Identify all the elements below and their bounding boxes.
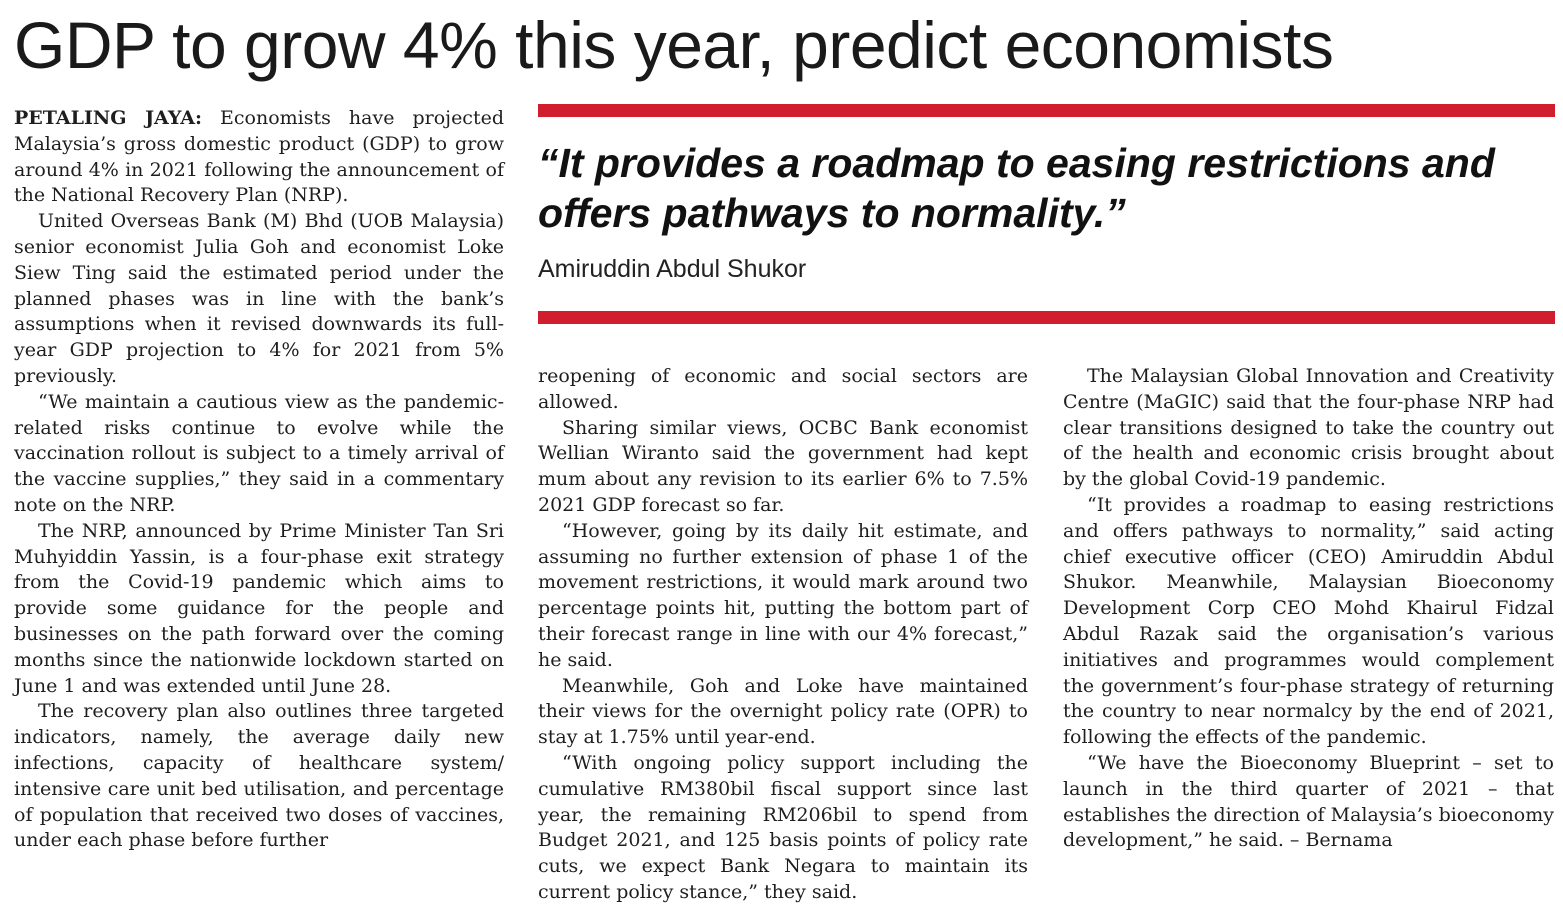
dateline: PETALING JAYA: — [14, 107, 202, 129]
article-paragraph: The recovery plan also outlines three ta… — [14, 700, 504, 852]
article-paragraph: “It provides a roadmap to easing restric… — [1063, 493, 1554, 749]
article-paragraph: “We have the Bioeconomy Blueprint – set … — [1063, 751, 1554, 852]
pull-quote-box: “It provides a roadmap to easing restric… — [538, 104, 1555, 330]
pull-quote-attribution: Amiruddin Abdul Shukor — [538, 255, 807, 283]
headline: GDP to grow 4% this year, predict econom… — [14, 8, 1334, 82]
article-paragraph: “We maintain a cautious view as the pand… — [14, 390, 504, 516]
article-paragraph: Sharing similar views, OCBC Bank economi… — [538, 416, 1028, 516]
article-paragraph: PETALING JAYA: Economists have projected… — [14, 106, 504, 209]
article-column-1: PETALING JAYA: Economists have projected… — [14, 106, 504, 854]
article-column-3: The Malaysian Global Innovation and Crea… — [1063, 364, 1554, 854]
pull-quote-bottom-rule — [538, 311, 1555, 324]
article-paragraph: “However, going by its daily hit estimat… — [538, 519, 1028, 671]
article-paragraph: Meanwhile, Goh and Loke have maintained … — [538, 674, 1028, 749]
article-paragraph: reopening of economic and social sectors… — [538, 365, 1028, 413]
article-column-2: reopening of economic and social sectors… — [538, 364, 1028, 906]
pull-quote-text: “It provides a roadmap to easing restric… — [538, 140, 1495, 236]
article-paragraph: United Overseas Bank (M) Bhd (UOB Malays… — [14, 210, 504, 387]
lead-text: Economists have projected Malaysia’s gro… — [14, 107, 504, 207]
pull-quote-top-rule — [538, 104, 1555, 117]
article-paragraph: “With ongoing policy support including t… — [538, 751, 1028, 903]
article-paragraph: The NRP, announced by Prime Minister Tan… — [14, 519, 504, 697]
article-paragraph: The Malaysian Global Innovation and Crea… — [1063, 365, 1554, 491]
